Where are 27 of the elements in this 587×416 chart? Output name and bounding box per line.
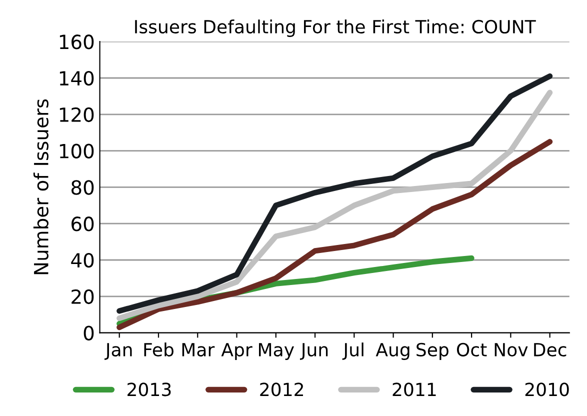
y-tick-label: 120	[60, 107, 94, 122]
legend-label: 2013	[128, 382, 171, 396]
chart-title: Issuers Defaulting For the First Time: COUNT	[135, 20, 536, 38]
x-tick-label: Nov	[494, 343, 528, 356]
y-tick-label: 0	[84, 326, 94, 340]
legend-label: 2010	[525, 382, 569, 396]
x-tick-label: Dec	[534, 343, 566, 356]
x-tick-label: May	[258, 343, 294, 360]
y-tick-label: 20	[72, 289, 94, 304]
x-tick-label: Oct	[456, 342, 487, 356]
legend-label: 2012	[260, 382, 303, 396]
x-tick-label: Mar	[182, 343, 215, 356]
y-tick-label: 60	[72, 216, 94, 232]
x-tick-label: Apr	[221, 343, 252, 360]
x-tick-label: Jul	[342, 342, 364, 360]
legend-label: 2011	[392, 382, 436, 396]
x-tick-label: Sep	[416, 342, 448, 360]
y-tick-label: 80	[72, 180, 94, 195]
y-tick-label: 160	[60, 34, 94, 50]
x-tick-label: Feb	[144, 342, 174, 356]
y-tick-label: 100	[60, 144, 94, 158]
y-tick-label: 40	[71, 252, 94, 268]
y-tick-label: 140	[60, 70, 94, 86]
y-axis-title: Number of Issuers	[33, 99, 48, 274]
x-tick-label: Aug	[376, 343, 410, 360]
x-tick-label: Jan	[104, 343, 132, 360]
x-tick-label: Jun	[300, 343, 328, 360]
